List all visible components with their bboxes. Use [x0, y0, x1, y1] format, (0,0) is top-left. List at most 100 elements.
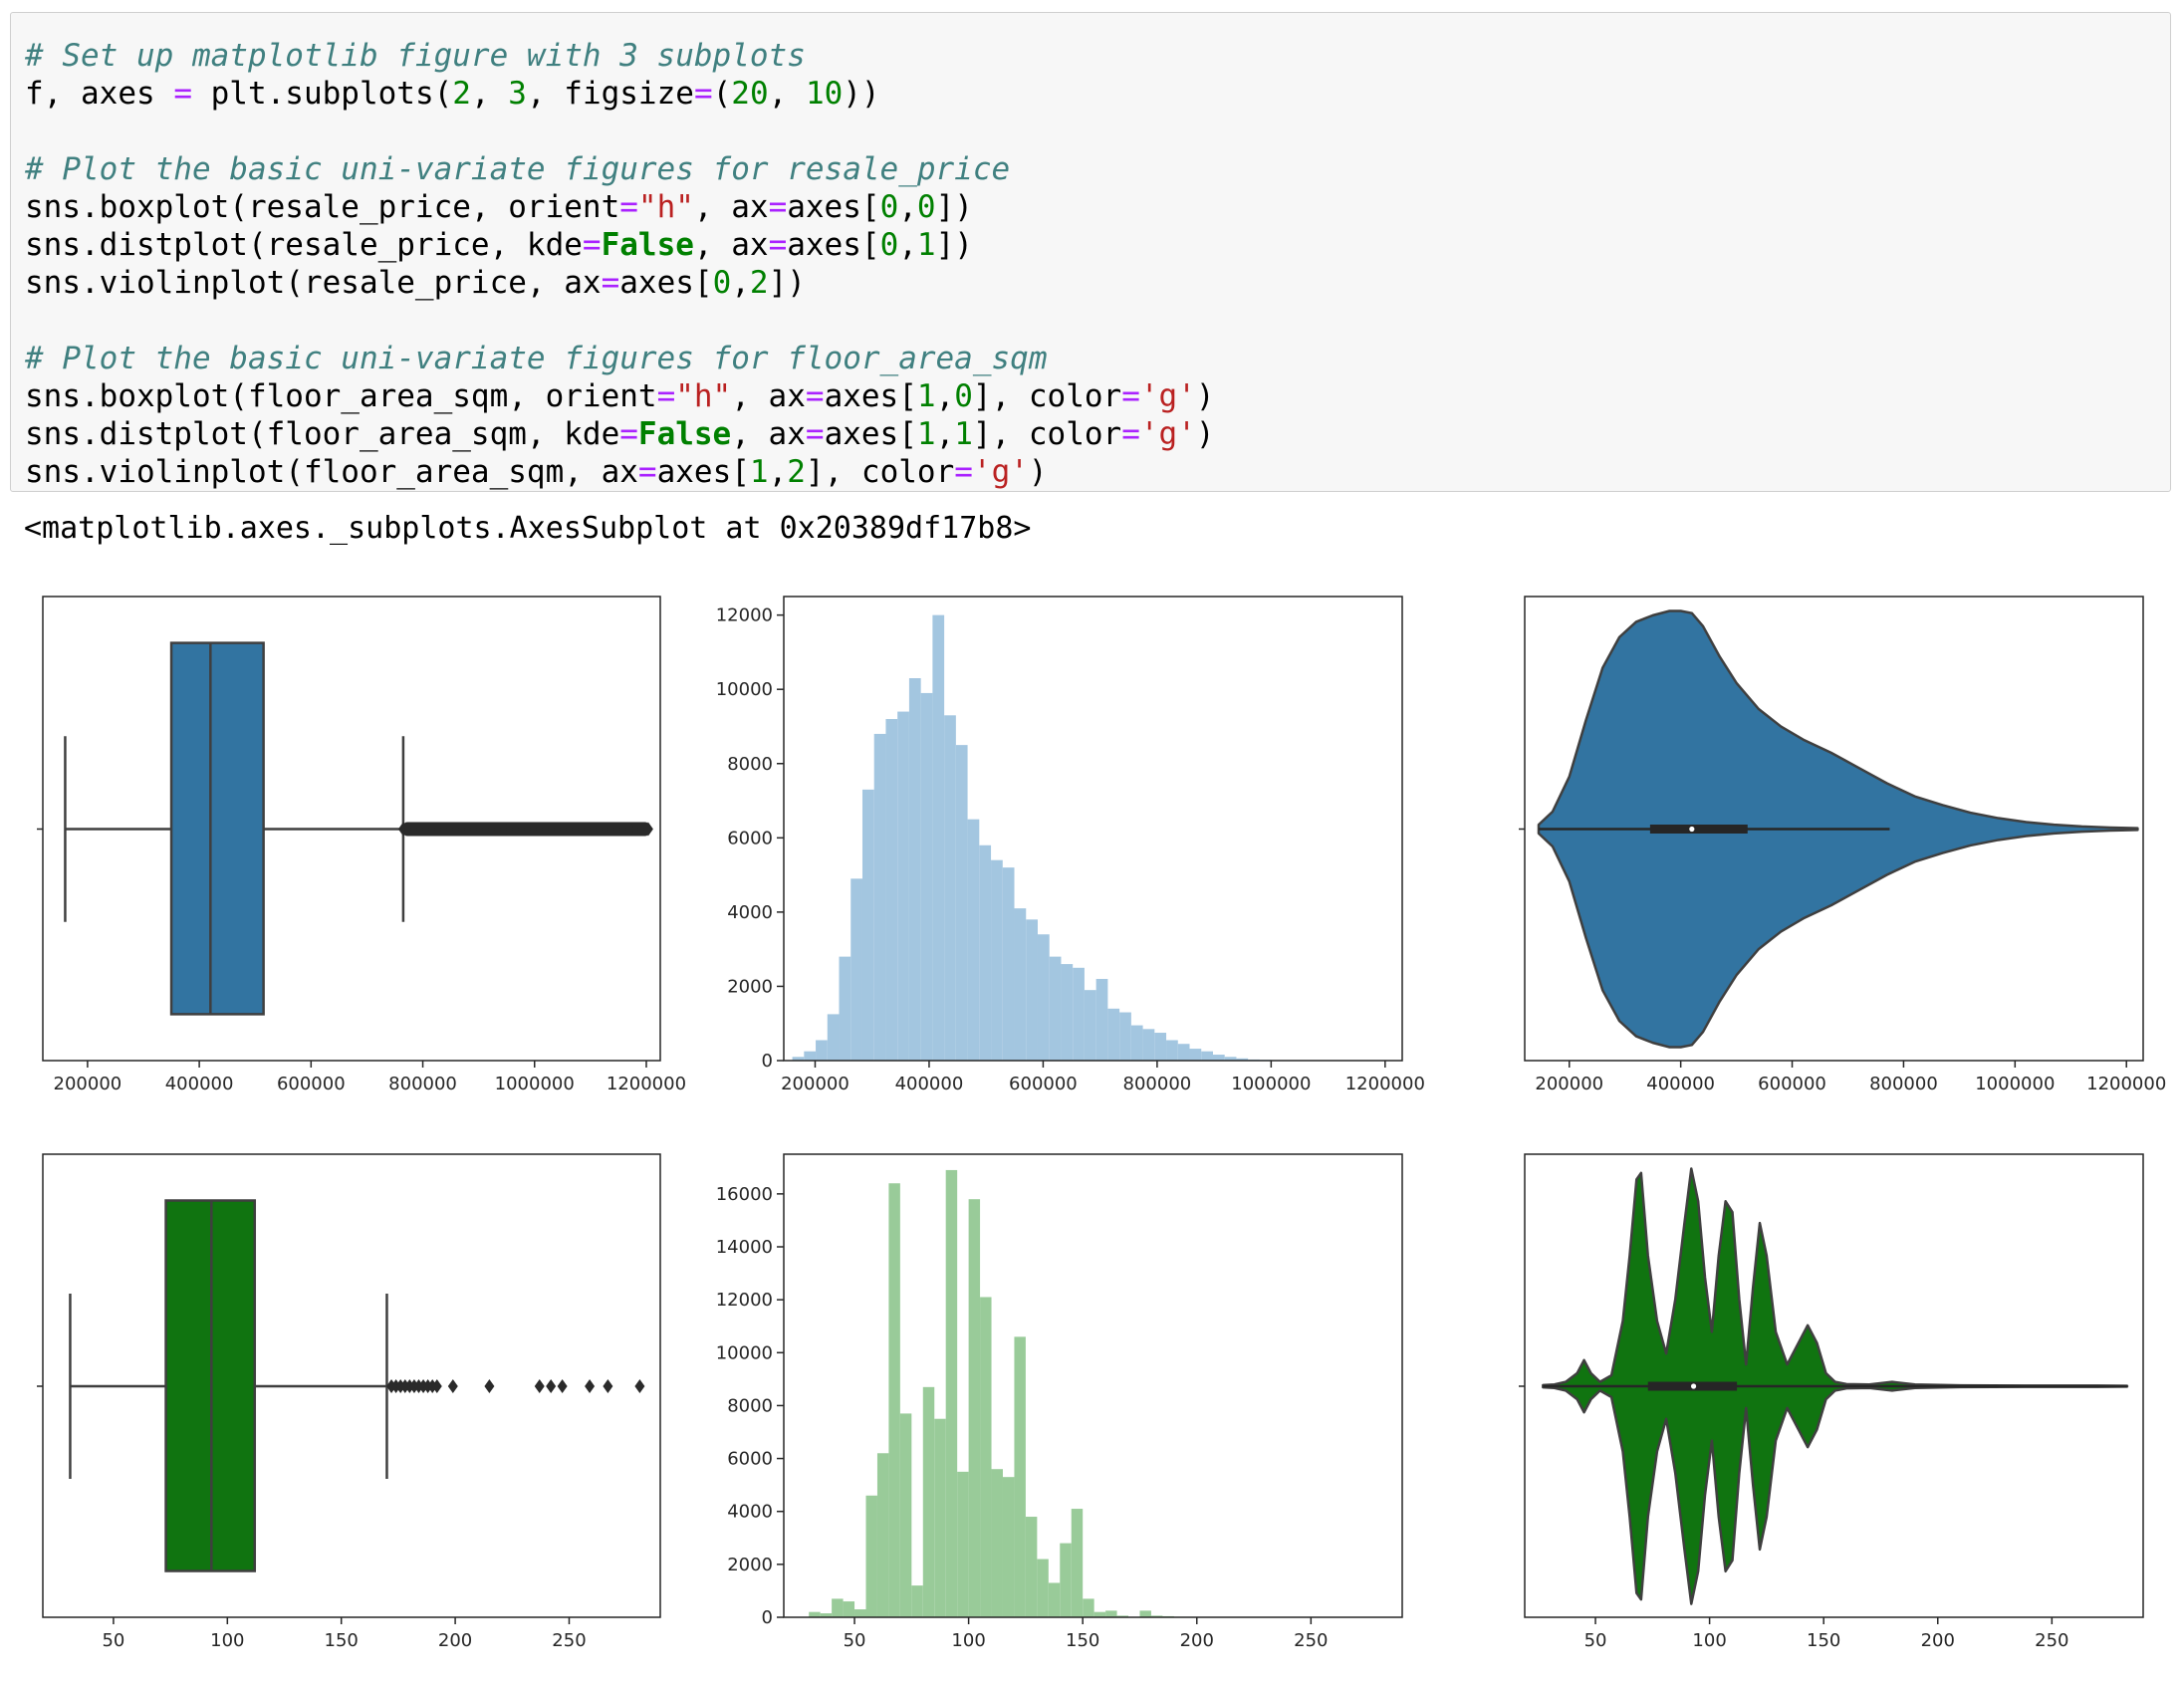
histogram-bar: [908, 678, 921, 1061]
code-token: , ax: [693, 189, 769, 225]
code-line: f, axes = plt.subplots(2, 3, figsize=(20…: [25, 75, 880, 113]
x-tick-label: 800000: [1869, 1074, 1938, 1094]
code-line: sns.violinplot(floor_area_sqm, ax=axes[1…: [25, 453, 1048, 491]
outlier-marker: [529, 822, 540, 837]
outlier-marker: [415, 822, 426, 837]
code-line: # Set up matplotlib figure with 3 subplo…: [25, 37, 806, 75]
x-tick-label: 50: [844, 1630, 866, 1651]
outlier-marker: [565, 822, 576, 837]
outlier-marker: [589, 822, 600, 837]
histogram-bar: [934, 1418, 946, 1617]
histogram-bar: [885, 719, 898, 1061]
histogram-bar: [1236, 1058, 1249, 1061]
code-token: 20: [731, 76, 769, 112]
histogram-bar: [1037, 1559, 1049, 1617]
code-token: # Plot the basic uni-variate figures for…: [25, 151, 1011, 187]
x-tick-label: 150: [1807, 1630, 1840, 1651]
outlier-marker: [511, 822, 522, 837]
histogram-bar: [816, 1040, 828, 1061]
code-token: =: [768, 189, 788, 225]
histogram-bar: [1166, 1040, 1178, 1061]
histogram-bar: [944, 715, 956, 1061]
outlier-marker: [636, 822, 647, 837]
code-token: =: [656, 378, 676, 414]
y-tick-label: 4000: [727, 1502, 773, 1523]
code-token: 0: [954, 378, 973, 414]
histogram-bar: [991, 859, 1003, 1061]
code-line: sns.distplot(resale_price, kde=False, ax…: [25, 226, 973, 264]
histogram-bar: [850, 878, 862, 1061]
outlier-marker: [463, 822, 474, 837]
y-tick-label: 2000: [727, 976, 773, 997]
outlier-marker: [447, 1379, 458, 1393]
histogram-bar: [832, 1598, 844, 1617]
code-token: =: [1121, 378, 1140, 414]
x-tick-label: 1000000: [1231, 1074, 1311, 1094]
code-token: axes[: [619, 265, 713, 301]
histogram-bar: [957, 1471, 969, 1617]
outlier-marker: [583, 822, 594, 837]
outlier-marker: [481, 822, 492, 837]
x-tick-label: 600000: [1009, 1074, 1078, 1094]
x-tick-label: 50: [1584, 1630, 1607, 1651]
seaborn-figure: 200000 400000 600000 800000 1000000 120000002…: [37, 596, 2166, 1651]
code-line: sns.violinplot(resale_price, ax=axes[0,2…: [25, 264, 806, 302]
outlier-marker: [397, 822, 408, 837]
code-token: 1: [916, 416, 936, 452]
histogram-bar: [1130, 1025, 1143, 1061]
y-tick-label: 4000: [727, 902, 773, 923]
code-token: ): [1195, 378, 1215, 414]
code-token: ,: [935, 378, 955, 414]
outlier-marker: [517, 822, 528, 837]
code-token: ], color: [972, 378, 1122, 414]
subplot-1: 200000 400000 600000 800000 1000000 1200000: [37, 596, 686, 1094]
outlier-marker: [612, 822, 623, 837]
code-token: =: [768, 227, 788, 263]
histogram-bar: [1093, 1611, 1106, 1617]
outlier-marker: [595, 822, 606, 837]
histogram-bar: [1025, 1517, 1038, 1617]
histogram-bar: [876, 1453, 889, 1617]
code-token: , ax: [731, 416, 806, 452]
x-tick-label: 400000: [1646, 1074, 1715, 1094]
code-token: ]): [935, 189, 973, 225]
code-token: , ax: [693, 227, 769, 263]
code-token: =: [693, 76, 713, 112]
histogram-bar: [865, 1495, 877, 1617]
histogram-bar: [1014, 908, 1027, 1061]
histogram-bar: [1083, 1598, 1094, 1617]
outlier-marker: [535, 822, 546, 837]
histogram-bar: [920, 692, 933, 1061]
histogram-bar: [820, 1613, 833, 1617]
outlier-marker: [493, 822, 504, 837]
code-token: =: [601, 265, 620, 301]
code-token: =: [619, 189, 638, 225]
outlier-marker: [553, 822, 564, 837]
code-token: ]): [768, 265, 806, 301]
x-tick-label: 1200000: [607, 1074, 686, 1094]
x-tick-label: 400000: [165, 1074, 234, 1094]
code-cell[interactable]: # Set up matplotlib figure with 3 subplo…: [10, 12, 2171, 492]
code-token: # Set up matplotlib figure with 3 subplo…: [25, 38, 806, 74]
histogram-bar: [911, 1585, 923, 1617]
code-token: axes[: [824, 416, 917, 452]
histogram-bar: [1048, 1582, 1061, 1617]
histogram-bar: [1177, 1044, 1190, 1061]
code-token: =: [619, 416, 638, 452]
code-token: ], color: [805, 454, 955, 490]
x-tick-label: 50: [102, 1630, 124, 1651]
code-token: ,: [731, 265, 750, 301]
outlier-marker: [431, 1379, 442, 1393]
code-token: sns.violinplot(floor_area_sqm, ax: [25, 454, 638, 490]
code-token: =: [805, 416, 825, 452]
code-token: (: [712, 76, 732, 112]
code-token: sns.distplot(resale_price, kde: [25, 227, 583, 263]
outlier-marker: [469, 822, 480, 837]
code-token: =: [805, 378, 825, 414]
code-token: 1: [749, 454, 769, 490]
outlier-marker: [634, 1379, 645, 1393]
code-token: 2: [749, 265, 769, 301]
y-tick-label: 10000: [716, 1342, 773, 1363]
code-token: 'g': [1139, 378, 1196, 414]
code-token: 10: [805, 76, 844, 112]
